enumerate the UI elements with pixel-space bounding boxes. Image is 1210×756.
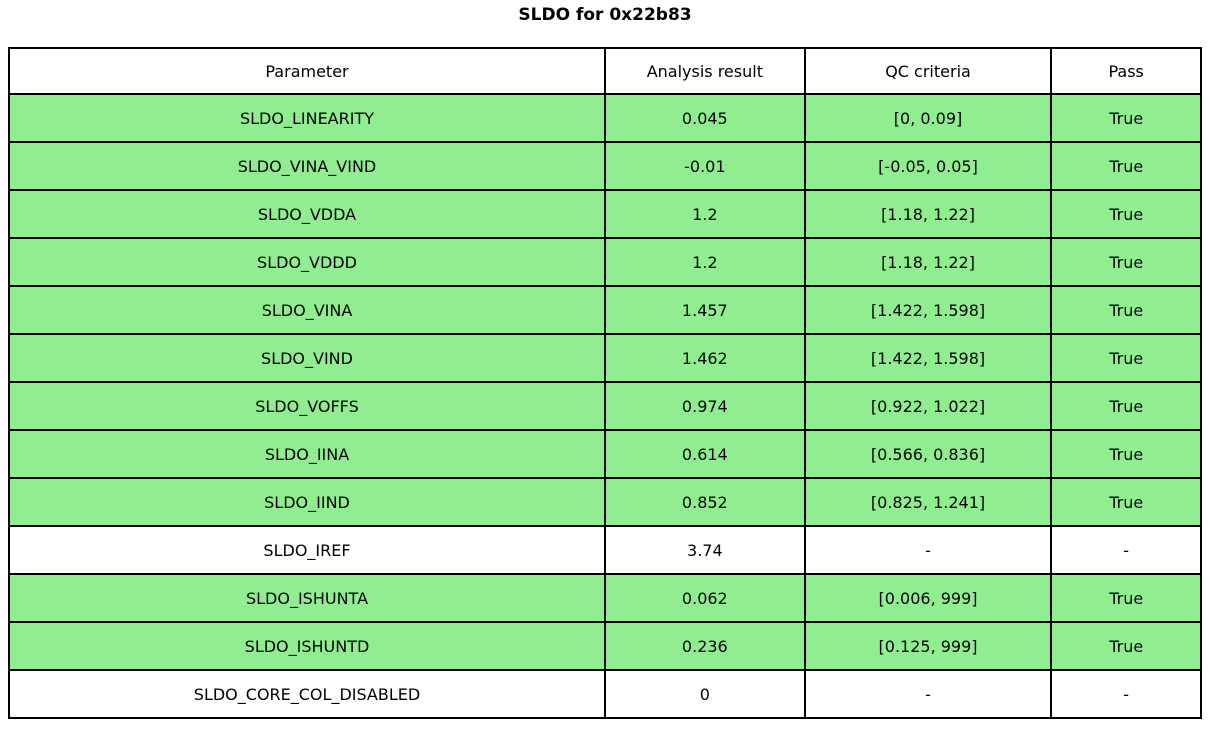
pass-cell: True bbox=[1050, 333, 1202, 383]
column-header-qc-criteria: QC criteria bbox=[803, 47, 1053, 95]
parameter-cell: SLDO_VDDA bbox=[8, 189, 606, 239]
pass-cell: True bbox=[1050, 237, 1202, 287]
criteria-cell: [1.18, 1.22] bbox=[803, 237, 1053, 287]
pass-cell: True bbox=[1050, 429, 1202, 479]
pass-cell: True bbox=[1050, 381, 1202, 431]
criteria-cell: [0.125, 999] bbox=[803, 621, 1053, 671]
pass-cell: True bbox=[1050, 189, 1202, 239]
parameter-cell: SLDO_VINA bbox=[8, 285, 606, 335]
column-header-pass: Pass bbox=[1050, 47, 1202, 95]
result-cell: 0.974 bbox=[604, 381, 806, 431]
parameter-cell: SLDO_IINA bbox=[8, 429, 606, 479]
table-row: SLDO_VDDD 1.2 [1.18, 1.22] True bbox=[8, 237, 1202, 287]
result-cell: 3.74 bbox=[604, 525, 806, 575]
result-cell: 1.462 bbox=[604, 333, 806, 383]
parameter-cell: SLDO_ISHUNTD bbox=[8, 621, 606, 671]
result-cell: 0.062 bbox=[604, 573, 806, 623]
pass-cell: True bbox=[1050, 285, 1202, 335]
table-row: SLDO_CORE_COL_DISABLED 0 - - bbox=[8, 669, 1202, 719]
criteria-cell: [1.18, 1.22] bbox=[803, 189, 1053, 239]
criteria-cell: [0.922, 1.022] bbox=[803, 381, 1053, 431]
table-row: SLDO_IIND 0.852 [0.825, 1.241] True bbox=[8, 477, 1202, 527]
pass-cell: - bbox=[1050, 669, 1202, 719]
parameter-cell: SLDO_IIND bbox=[8, 477, 606, 527]
result-cell: 1.457 bbox=[604, 285, 806, 335]
table-row: SLDO_LINEARITY 0.045 [0, 0.09] True bbox=[8, 93, 1202, 143]
column-header-analysis-result: Analysis result bbox=[604, 47, 806, 95]
criteria-cell: [0.566, 0.836] bbox=[803, 429, 1053, 479]
table-row: SLDO_ISHUNTD 0.236 [0.125, 999] True bbox=[8, 621, 1202, 671]
criteria-cell: - bbox=[803, 669, 1053, 719]
table-row: SLDO_VOFFS 0.974 [0.922, 1.022] True bbox=[8, 381, 1202, 431]
chart-title: SLDO for 0x22b83 bbox=[518, 5, 692, 25]
pass-cell: True bbox=[1050, 621, 1202, 671]
parameter-cell: SLDO_VINA_VIND bbox=[8, 141, 606, 191]
pass-cell: True bbox=[1050, 141, 1202, 191]
pass-cell: True bbox=[1050, 477, 1202, 527]
criteria-cell: [-0.05, 0.05] bbox=[803, 141, 1053, 191]
pass-cell: - bbox=[1050, 525, 1202, 575]
result-cell: 0.614 bbox=[604, 429, 806, 479]
result-cell: 0.045 bbox=[604, 93, 806, 143]
result-cell: 0.852 bbox=[604, 477, 806, 527]
table-row: SLDO_VINA 1.457 [1.422, 1.598] True bbox=[8, 285, 1202, 335]
criteria-cell: [0.006, 999] bbox=[803, 573, 1053, 623]
table-row: SLDO_IINA 0.614 [0.566, 0.836] True bbox=[8, 429, 1202, 479]
parameter-cell: SLDO_IREF bbox=[8, 525, 606, 575]
header-row: Parameter Analysis result QC criteria Pa… bbox=[8, 47, 1202, 95]
parameter-cell: SLDO_VIND bbox=[8, 333, 606, 383]
pass-cell: True bbox=[1050, 93, 1202, 143]
result-cell: 0.236 bbox=[604, 621, 806, 671]
parameter-cell: SLDO_CORE_COL_DISABLED bbox=[8, 669, 606, 719]
criteria-cell: - bbox=[803, 525, 1053, 575]
table-row: SLDO_VINA_VIND -0.01 [-0.05, 0.05] True bbox=[8, 141, 1202, 191]
criteria-cell: [1.422, 1.598] bbox=[803, 285, 1053, 335]
column-header-parameter: Parameter bbox=[8, 47, 606, 95]
criteria-cell: [0, 0.09] bbox=[803, 93, 1053, 143]
pass-cell: True bbox=[1050, 573, 1202, 623]
result-cell: 1.2 bbox=[604, 237, 806, 287]
parameter-cell: SLDO_VOFFS bbox=[8, 381, 606, 431]
table-row: SLDO_ISHUNTA 0.062 [0.006, 999] True bbox=[8, 573, 1202, 623]
table-row: SLDO_VDDA 1.2 [1.18, 1.22] True bbox=[8, 189, 1202, 239]
result-cell: 1.2 bbox=[604, 189, 806, 239]
parameter-cell: SLDO_VDDD bbox=[8, 237, 606, 287]
parameter-cell: SLDO_LINEARITY bbox=[8, 93, 606, 143]
table-row: SLDO_VIND 1.462 [1.422, 1.598] True bbox=[8, 333, 1202, 383]
result-cell: -0.01 bbox=[604, 141, 806, 191]
criteria-cell: [0.825, 1.241] bbox=[803, 477, 1053, 527]
result-cell: 0 bbox=[604, 669, 806, 719]
qc-results-table: Parameter Analysis result QC criteria Pa… bbox=[8, 47, 1202, 719]
table-row: SLDO_IREF 3.74 - - bbox=[8, 525, 1202, 575]
criteria-cell: [1.422, 1.598] bbox=[803, 333, 1053, 383]
parameter-cell: SLDO_ISHUNTA bbox=[8, 573, 606, 623]
